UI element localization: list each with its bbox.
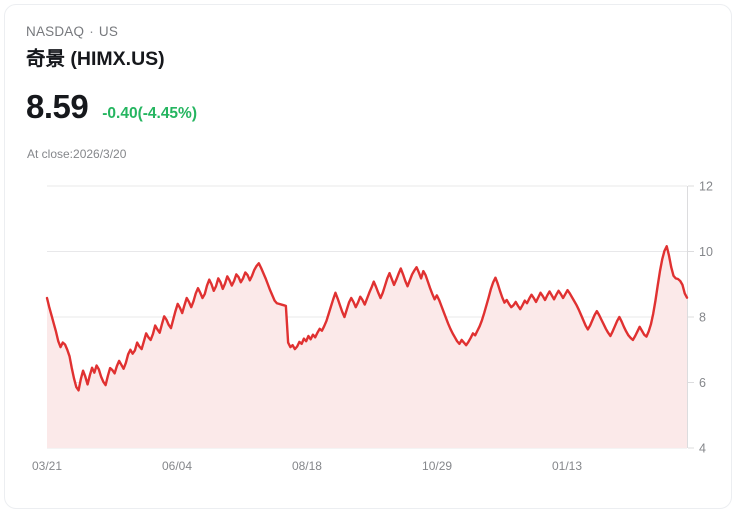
x-axis-tick-label: 10/29 — [422, 459, 452, 473]
y-axis-tick-label: 12 — [699, 180, 713, 194]
page-title: 奇景 (HIMX.US) — [26, 48, 165, 70]
x-axis-tick-label: 01/13 — [552, 459, 582, 473]
y-axis-tick-label: 8 — [699, 311, 706, 325]
price-row: 8.59 -0.40(-4.45%) — [26, 88, 197, 126]
x-axis-tick-label: 08/18 — [292, 459, 322, 473]
market-status: At close:2026/3/20 — [27, 147, 127, 161]
y-axis-tick-label: 6 — [699, 376, 706, 390]
quote-header: NASDAQ · US 奇景 (HIMX.US) — [26, 23, 165, 72]
x-axis-tick-label: 03/21 — [32, 459, 62, 473]
stock-quote-card: NASDAQ · US 奇景 (HIMX.US) 8.59 -0.40(-4.45%… — [4, 4, 732, 509]
y-axis-tick-label: 10 — [699, 245, 713, 259]
series-line-path — [45, 245, 689, 392]
y-axis-tick-label: 4 — [699, 442, 706, 456]
current-price: 8.59 — [26, 88, 89, 125]
chart-area-fill — [47, 246, 687, 448]
exchange-region-row: NASDAQ · US — [26, 23, 165, 41]
exchange-label: NASDAQ — [26, 24, 85, 39]
chart-x-axis: 03/21 06/04 08/18 10/29 01/13 — [32, 459, 582, 473]
region-label: US — [98, 24, 119, 39]
chart-y-axis: 12 10 8 6 4 — [688, 180, 713, 456]
chart-line — [45, 245, 689, 392]
price-change: -0.40(-4.45%) — [102, 105, 197, 122]
x-axis-tick-label: 06/04 — [162, 459, 192, 473]
separator-dot: · — [89, 24, 94, 39]
price-chart[interactable]: 12 10 8 6 4 03/21 06/04 08/18 10/29 01/13 — [5, 165, 732, 485]
area-fill-path — [47, 246, 687, 448]
price-chart-svg[interactable]: 12 10 8 6 4 03/21 06/04 08/18 10/29 01/13 — [5, 165, 732, 485]
